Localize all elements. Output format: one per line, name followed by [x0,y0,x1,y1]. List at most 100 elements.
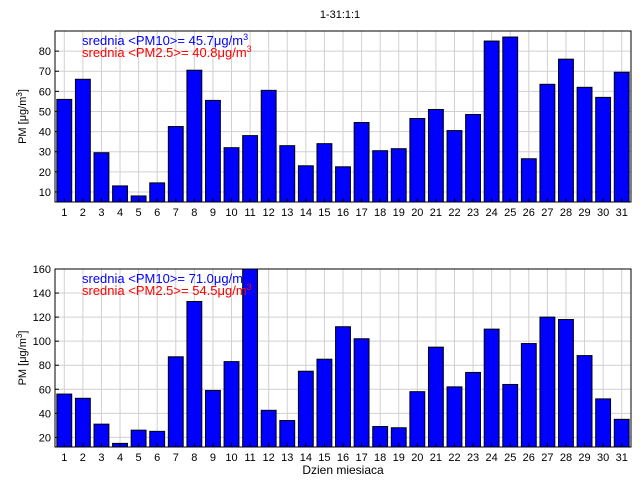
x-tick-label: 29 [578,452,590,464]
y-tick-label: 20 [39,167,51,179]
y-tick-label: 100 [33,336,51,348]
x-tick-label: 2 [80,452,86,464]
figure-title: 1-31:1:1 [320,9,360,21]
bar-day-10 [223,361,240,448]
x-tick-label: 1 [61,452,67,464]
x-tick-label: 5 [136,207,142,219]
bar-day-27 [539,316,556,448]
x-tick-label: 19 [393,207,405,219]
y-axis-label-main: PM [μg/m [17,338,29,385]
bar-day-13 [279,145,296,203]
bar-day-31 [613,418,630,448]
bar-day-10 [223,147,240,203]
annotation-pm10-text: srednia <PM10>= 71.0μg/m [82,271,243,286]
bar-day-12 [260,89,277,203]
bar-day-25 [502,36,519,203]
x-tick-label: 27 [541,207,553,219]
y-tick-label: 80 [39,360,51,372]
x-tick-label: 4 [117,207,123,219]
x-tick-label: 21 [430,207,442,219]
bar-day-15 [316,143,333,203]
x-tick-label: 26 [523,452,535,464]
annotation-pm25-sup: 3 [247,282,252,292]
y-tick-label: 10 [39,187,51,199]
x-tick-label: 8 [191,452,197,464]
x-tick-label: 25 [504,452,516,464]
x-tick-label: 18 [374,452,386,464]
x-tick-label: 27 [541,452,553,464]
y-axis-label-superscript: 3 [15,92,24,97]
y-axis-label: PM [μg/m3] [15,89,29,144]
annotation-pm10-text: srednia <PM10>= 45.7μg/m [82,33,243,48]
x-tick-label: 14 [300,452,312,464]
x-tick-label: 12 [263,207,275,219]
bar-day-18 [372,150,389,203]
x-tick-label: 28 [560,207,572,219]
x-tick-label: 10 [225,452,237,464]
y-tick-label: 20 [39,432,51,444]
bar-day-29 [576,355,593,448]
x-tick-label: 1 [61,207,67,219]
bar-day-30 [595,96,612,203]
bar-day-16 [335,326,351,448]
x-tick-label: 11 [244,207,255,219]
bar-day-14 [297,165,314,203]
bar-day-12 [260,409,277,448]
annotation-pm10-mean: srednia <PM10>= 71.0μg/m3 [82,270,248,286]
x-tick-label: 24 [486,207,498,219]
x-tick-label: 10 [225,207,237,219]
x-tick-label: 20 [411,207,423,219]
x-tick-label: 2 [80,207,86,219]
bar-day-24 [483,328,500,448]
bar-day-24 [483,40,500,203]
x-tick-label: 12 [263,452,275,464]
y-axis-label-main: PM [μg/m [17,97,29,144]
bar-day-17 [353,338,370,448]
y-tick-label: 50 [39,106,51,118]
bar-day-7 [167,356,184,448]
x-tick-label: 31 [616,207,628,219]
annotation-pm10-sup: 3 [243,32,248,42]
y-axis-label-superscript: 3 [15,333,24,338]
x-tick-label: 21 [430,452,442,464]
x-tick-label: 26 [523,207,535,219]
bar-day-25 [502,383,519,448]
bar-day-28 [558,58,574,203]
bar-day-17 [353,122,370,203]
bar-day-8 [186,69,203,203]
annotation-pm10-sup: 3 [243,270,248,280]
bar-day-14 [297,370,314,448]
annotation-pm25-text: srednia <PM2.5>= 54.5μg/m [82,283,247,298]
x-tick-label: 7 [173,452,179,464]
annotation-pm10-mean: srednia <PM10>= 45.7μg/m3 [82,32,248,48]
bar-day-3 [93,152,110,203]
x-tick-label: 15 [318,207,330,219]
bar-day-31 [613,71,630,203]
x-tick-label: 24 [486,452,498,464]
x-tick-label: 3 [98,207,104,219]
bar-day-20 [409,391,426,448]
x-tick-label: 13 [281,207,293,219]
bar-day-2 [74,397,91,448]
y-tick-label: 140 [33,288,51,300]
x-tick-label: 30 [597,452,609,464]
y-tick-label: 30 [39,147,51,159]
y-tick-label: 70 [39,66,51,78]
x-tick-label: 22 [448,207,460,219]
bar-day-16 [335,166,351,203]
bar-day-1 [56,393,73,448]
x-tick-label: 8 [191,207,197,219]
bar-day-19 [390,148,407,203]
bar-day-21 [427,108,444,203]
bar-day-29 [576,86,593,203]
bar-day-22 [446,130,463,203]
y-axis-label-end: ] [17,89,29,92]
x-tick-label: 17 [355,207,367,219]
bar-day-22 [446,386,463,448]
x-tick-label: 14 [300,207,312,219]
x-tick-label: 6 [154,452,160,464]
x-tick-label: 6 [154,207,160,219]
bar-day-2 [74,78,91,203]
